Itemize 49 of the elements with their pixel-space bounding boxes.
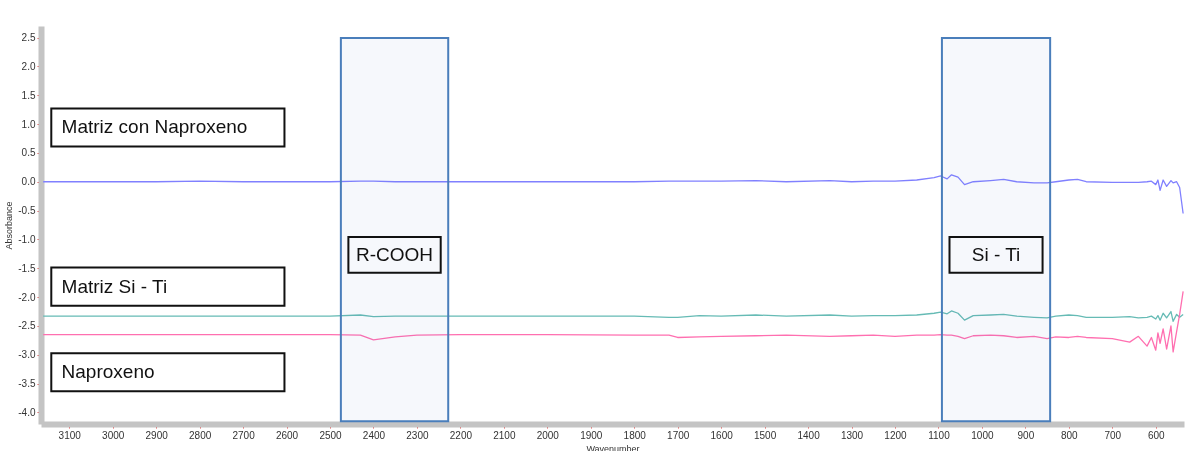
x-tick-label: 800 — [1060, 429, 1079, 441]
x-tick-label: 2300 — [406, 429, 429, 441]
x-tick-label: 1300 — [840, 429, 864, 441]
y-tick-label: 2.0 — [21, 60, 36, 72]
x-tick-label: 1600 — [710, 429, 734, 441]
x-tick-label: 1500 — [753, 429, 777, 441]
x-tick-label: 2100 — [493, 429, 516, 441]
x-tick-label: 1900 — [580, 429, 603, 441]
x-tick-label: 600 — [1147, 429, 1166, 441]
line-series — [42, 310, 1184, 322]
x-tick-label: 2600 — [275, 429, 299, 441]
x-tick-label: 2800 — [189, 429, 212, 441]
y-tick-label: -0.5 — [18, 205, 36, 217]
y-axis-title: Absorbance — [4, 201, 15, 250]
series-label: Naproxeno — [61, 361, 155, 383]
x-tick-label: 2700 — [232, 429, 256, 441]
y-tick-label: -2.0 — [18, 291, 36, 303]
line-series — [42, 174, 1184, 215]
x-tick-label: 2500 — [319, 429, 343, 441]
band-label: R-COOH — [356, 243, 434, 265]
y-tick-label: -2.5 — [18, 320, 36, 332]
text: Matriz con Naproxeno — [61, 116, 248, 138]
y-tick-label: 0.0 — [21, 176, 36, 188]
x-axis-title: Wavenumber — [586, 443, 640, 451]
y-tick-label: -3.0 — [18, 349, 36, 361]
series-label: Matriz Si - Ti — [61, 275, 168, 297]
x-tick-label: 3000 — [102, 429, 125, 441]
x-tick-label: 2000 — [536, 429, 560, 441]
x-tick-label: 1700 — [667, 429, 690, 441]
y-tick-label: -1.0 — [18, 233, 36, 245]
x-tick-label: 3100 — [58, 429, 82, 441]
y-tick-label: -4.0 — [18, 406, 36, 418]
x-tick-label: 2400 — [362, 429, 386, 441]
x-tick-label: 2200 — [449, 429, 473, 441]
x-tick-label: 1000 — [971, 429, 994, 441]
x-tick-label: 1100 — [928, 429, 951, 441]
y-tick-label: -1.5 — [18, 262, 36, 274]
band-label: Si - Ti — [971, 243, 1021, 265]
x-tick-label: 700 — [1104, 429, 1122, 441]
y-tick-label: 0.5 — [21, 147, 36, 159]
y-tick-label: 1.5 — [21, 89, 36, 101]
x-tick-label: 1800 — [623, 429, 647, 441]
x-tick-label: 1400 — [797, 429, 821, 441]
x-tick-label: 1200 — [884, 429, 908, 441]
x-tick-label: 2900 — [145, 429, 169, 441]
y-tick-label: 1.0 — [21, 118, 36, 130]
x-tick-label: 900 — [1017, 429, 1035, 441]
y-tick-label: -3.5 — [18, 378, 36, 390]
y-tick-label: 2.5 — [21, 32, 36, 44]
